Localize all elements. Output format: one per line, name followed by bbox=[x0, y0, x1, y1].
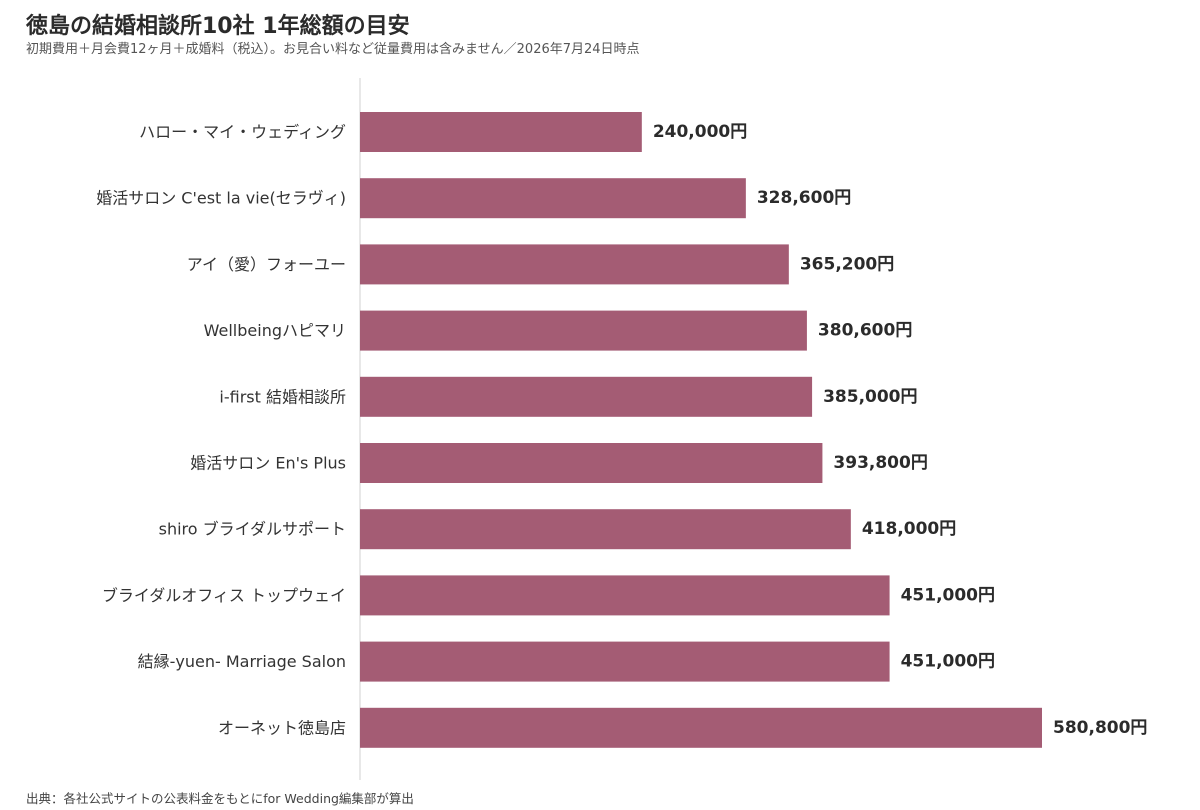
value-label: 580,800円 bbox=[1053, 718, 1147, 738]
category-label: 結縁-yuen- Marriage Salon bbox=[138, 652, 346, 671]
value-label: 418,000円 bbox=[862, 519, 956, 539]
value-label: 240,000円 bbox=[653, 122, 747, 142]
category-label: 婚活サロン En's Plus bbox=[190, 454, 346, 473]
bar bbox=[360, 641, 890, 682]
category-label: i-first 結婚相談所 bbox=[219, 387, 346, 406]
bar bbox=[360, 244, 789, 285]
bar bbox=[360, 707, 1042, 748]
chart-title: 徳島の結婚相談所10社 1年総額の目安 bbox=[26, 14, 410, 39]
bar bbox=[360, 310, 807, 351]
value-label: 328,600円 bbox=[757, 188, 851, 208]
value-label: 365,200円 bbox=[800, 254, 894, 274]
bar bbox=[360, 575, 890, 616]
category-label: 婚活サロン C'est la vie(セラヴィ) bbox=[96, 189, 346, 208]
chart-subtitle: 初期費用＋月会費12ヶ月＋成婚料（税込）。お見合い料など従量費用は含みません／2… bbox=[26, 42, 640, 57]
category-label: アイ（愛）フォーユー bbox=[187, 255, 346, 274]
source-note: 出典：各社公式サイトの公表料金をもとにfor Wedding編集部が算出 bbox=[26, 791, 414, 806]
bar bbox=[360, 509, 851, 550]
value-label: 451,000円 bbox=[901, 585, 995, 605]
bar bbox=[360, 376, 813, 417]
value-label: 385,000円 bbox=[823, 387, 917, 407]
value-label: 393,800円 bbox=[833, 453, 927, 473]
category-label: ハロー・マイ・ウェディング bbox=[139, 123, 346, 142]
category-label: shiro ブライダルサポート bbox=[159, 520, 346, 539]
bar bbox=[360, 178, 746, 219]
bar bbox=[360, 112, 642, 152]
value-label: 451,000円 bbox=[901, 652, 995, 672]
category-label: オーネット徳島店 bbox=[218, 718, 346, 737]
bar bbox=[360, 443, 823, 483]
category-label: ブライダルオフィス トップウェイ bbox=[102, 586, 346, 605]
category-label: Wellbeingハピマリ bbox=[204, 321, 346, 340]
value-label: 380,600円 bbox=[818, 321, 912, 341]
